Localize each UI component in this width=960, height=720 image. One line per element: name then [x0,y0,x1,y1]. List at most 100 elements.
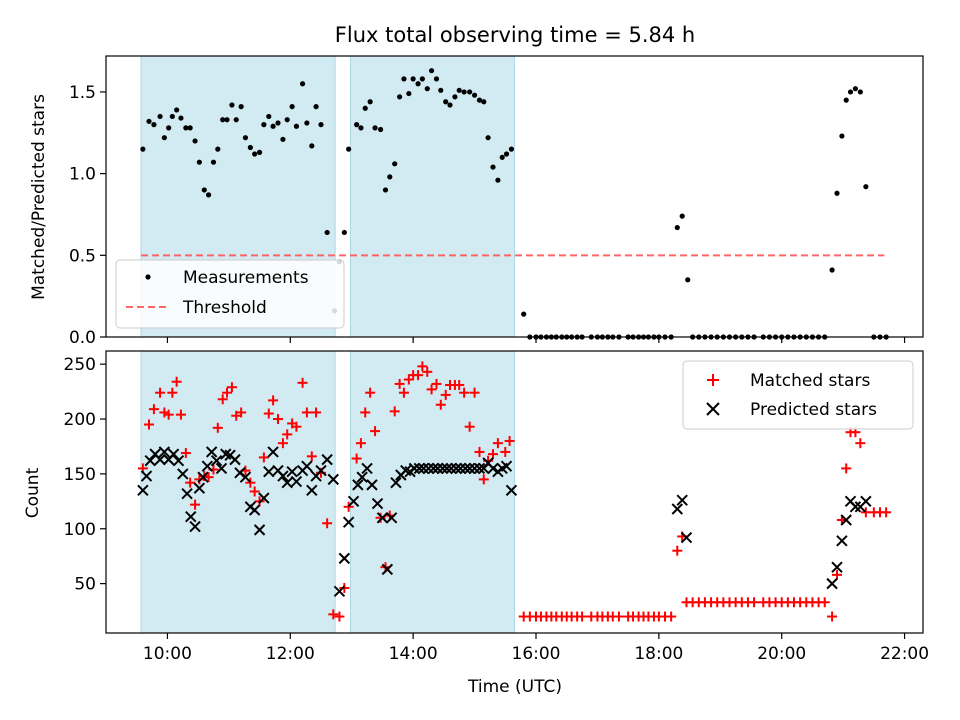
matched-star-point [431,378,442,389]
matched-star-point [375,512,386,523]
legend-measurements-marker [145,274,151,280]
predicted-star-point [413,462,425,475]
predicted-star-point [385,512,398,524]
predicted-star-point [356,471,368,483]
predicted-star-point [215,462,228,475]
matched-star-point [426,384,437,395]
matched-star-point [389,406,400,417]
matched-star-point [832,569,842,580]
predicted-star-point [248,504,261,516]
measurement-point [196,159,202,165]
matched-star-point [328,609,339,620]
measurement-point [266,113,272,120]
matched-star-point [185,477,196,488]
measurement-point [201,187,207,193]
bottom-legend-box [682,360,914,430]
bottom-panel: 50 100 150 200 250 10:00 12:00 14:00 16:00 18:00… [23,350,929,697]
matched-star-point [440,389,451,400]
matched-star-point [245,477,256,488]
predicted-star-point [676,494,688,506]
matched-star-point [203,472,214,483]
matched-star-point [577,611,588,622]
predicted-star-point [205,446,218,458]
matched-star-point [273,414,283,425]
predicted-star-point [836,535,848,547]
highlight-span-2 [349,55,515,338]
matched-star-point [217,394,228,405]
measurement-point [452,94,458,100]
y-tick-label: 1.5 [69,83,96,103]
matched-star-point [258,452,269,463]
measurement-point [852,86,859,92]
predicted-star-point [376,512,389,524]
matched-star-point [459,387,470,398]
measurement-point [284,117,290,123]
matched-star-point [144,419,154,430]
measurement-point [382,187,389,193]
y-tick-label: 1.0 [69,165,96,185]
measurement-point [679,213,685,219]
measurement-point [358,125,364,131]
predicted-star-point [463,462,476,475]
x-tick-label: 10:00 [143,644,192,664]
predicted-star-point [487,462,499,475]
predicted-star-point [371,497,384,510]
measurement-point [847,89,854,95]
matched-star-point [474,446,485,457]
measurement-point [397,94,403,100]
measurement-point [447,102,453,108]
measurement-point [377,126,384,133]
measurement-point [174,107,180,113]
predicted-star-point [849,501,862,513]
x-tick-label: 18:00 [634,644,683,664]
measurement-point [280,136,286,142]
measurement-point [183,125,189,131]
matched-star-point [435,399,446,410]
predicted-star-point [201,460,214,472]
predicted-star-point [361,462,373,475]
predicted-star-point [210,455,223,467]
measurement-point [238,104,244,110]
x-tick-label: 12:00 [266,644,315,664]
measurement-point [461,89,467,95]
chart-title: Flux total observing time = 5.84 h [335,23,695,47]
x-tick-label: 20:00 [757,644,806,664]
y-tick-label: 150 [64,465,96,485]
predicted-star-point [390,476,402,489]
bottom-y-axis-label: Count [23,467,43,518]
matched-star-point [306,451,317,462]
bottom-x-axis-ticks: 10:00 12:00 14:00 16:00 18:00 20:00 22:00 [143,633,929,664]
measurement-point [140,146,146,152]
legend-threshold-label: Threshold [182,298,267,318]
predicted-star-point [137,484,149,497]
measurement-point [392,161,398,167]
x-tick-label: 16:00 [512,644,561,664]
matched-star-point [398,387,409,398]
measurement-point [415,81,421,87]
measurement-point [178,115,184,121]
predicted-star-point [347,495,360,508]
measurement-point [341,229,347,236]
matched-star-point [422,366,433,377]
predicted-star-point [290,475,303,488]
predicted-star-point [281,476,293,489]
matched-star-point [351,453,362,464]
measurement-point [387,174,393,180]
predicted-star-point [352,479,364,491]
measurement-point [161,135,167,141]
measurement-point [247,144,253,151]
measurement-point [233,117,239,123]
measurement-point [192,138,198,144]
measurement-point [674,224,680,231]
predicted-star-point [301,460,313,472]
measurement-point [252,151,258,157]
matched-star-point [277,438,288,449]
predicted-star-point [267,446,279,458]
matched-star-point [268,395,279,406]
matched-star-point [488,449,498,460]
measurement-point [146,118,152,124]
x-tick-label: 14:00 [389,644,438,664]
predicted-star-point [366,479,378,491]
measurement-point [224,117,230,123]
matched-star-point [339,583,350,594]
